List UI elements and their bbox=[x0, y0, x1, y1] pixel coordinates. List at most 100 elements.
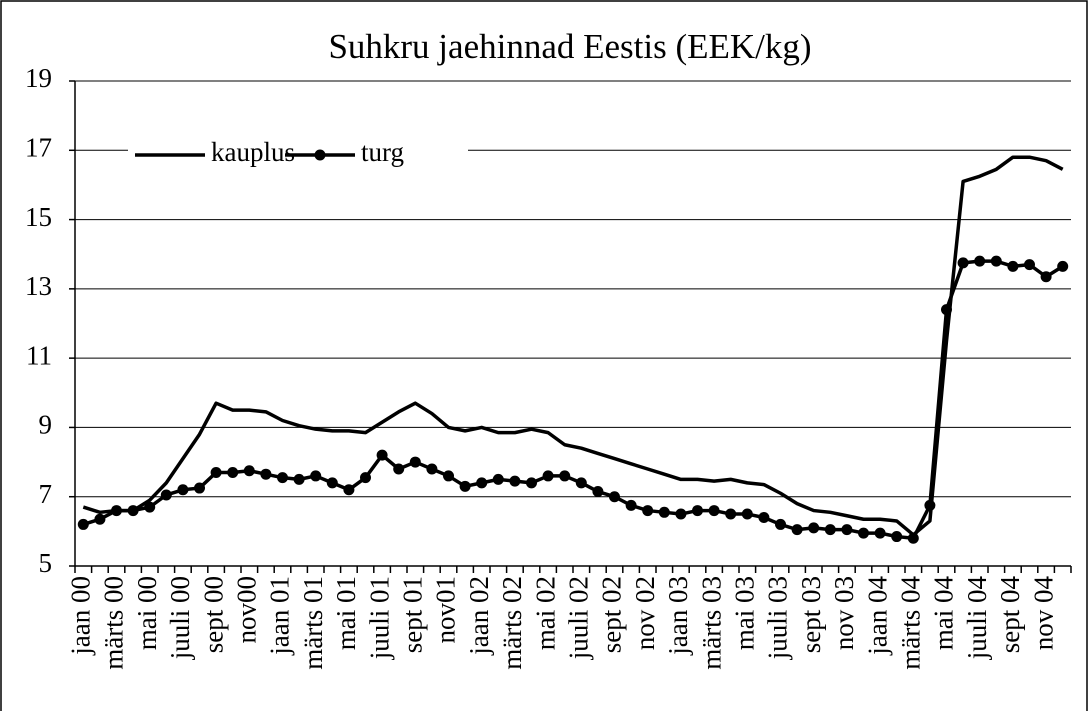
series-marker bbox=[741, 508, 753, 520]
series-marker bbox=[1057, 260, 1069, 272]
x-tick-label: märts 04 bbox=[896, 576, 926, 670]
x-tick-label: jaan 00 bbox=[66, 576, 96, 656]
series-marker bbox=[592, 486, 604, 498]
series-marker bbox=[393, 463, 405, 475]
series-marker bbox=[1024, 259, 1035, 271]
series-marker bbox=[957, 257, 969, 269]
series-marker bbox=[791, 524, 803, 536]
series-marker bbox=[725, 508, 737, 520]
series-marker bbox=[775, 518, 786, 530]
series-marker bbox=[210, 466, 222, 478]
series-marker bbox=[492, 473, 504, 485]
series-marker bbox=[343, 484, 355, 496]
series-marker bbox=[476, 477, 488, 489]
series-marker bbox=[509, 475, 521, 487]
legend-label: turg bbox=[361, 137, 404, 167]
y-tick-label: 7 bbox=[39, 479, 53, 509]
x-tick-label: mai 04 bbox=[929, 576, 959, 651]
x-tick-label: märts 02 bbox=[497, 576, 527, 670]
y-tick-label: 15 bbox=[25, 202, 52, 232]
series-marker bbox=[1040, 271, 1052, 283]
x-tick-label: jaan 03 bbox=[663, 576, 693, 656]
series-marker bbox=[990, 255, 1002, 267]
series-marker bbox=[758, 512, 770, 523]
series-marker bbox=[808, 522, 820, 534]
x-tick-label: juuli 04 bbox=[962, 576, 992, 661]
series-marker bbox=[326, 477, 338, 489]
series-marker bbox=[77, 518, 89, 530]
series-marker bbox=[907, 532, 919, 544]
x-tick-label: juuli 03 bbox=[763, 576, 793, 660]
series-marker bbox=[94, 513, 106, 525]
series-marker bbox=[144, 501, 156, 513]
x-tick-label: nov01 bbox=[431, 576, 461, 644]
series-marker bbox=[177, 484, 189, 496]
x-tick-label: sept 02 bbox=[597, 576, 627, 653]
x-tick-label: jaan 04 bbox=[862, 576, 892, 656]
x-tick-label: juuli 00 bbox=[165, 576, 195, 660]
legend-marker bbox=[314, 149, 326, 161]
x-tick-label: märts 00 bbox=[99, 576, 129, 670]
x-tick-label: märts 03 bbox=[696, 576, 726, 670]
x-tick-label: mai 00 bbox=[132, 576, 162, 650]
series-marker bbox=[542, 470, 554, 482]
series-marker bbox=[426, 463, 438, 475]
series-marker bbox=[642, 505, 654, 517]
series-marker bbox=[293, 473, 305, 485]
series-marker bbox=[376, 449, 388, 461]
series-marker bbox=[526, 477, 537, 489]
legend-label: kauplus bbox=[211, 137, 295, 167]
series-marker bbox=[924, 499, 936, 511]
y-tick-label: 19 bbox=[25, 63, 52, 93]
series-marker bbox=[824, 524, 836, 536]
series-marker bbox=[658, 506, 670, 518]
x-tick-label: sept 03 bbox=[796, 576, 826, 653]
x-tick-label: mai 02 bbox=[530, 576, 560, 650]
y-tick-label: 13 bbox=[25, 271, 52, 301]
x-tick-label: mai 01 bbox=[331, 576, 361, 650]
series-marker bbox=[194, 482, 205, 494]
series-line bbox=[82, 155, 1064, 537]
x-tick-label: nov 02 bbox=[630, 576, 660, 650]
legend-background bbox=[128, 128, 468, 178]
series-marker bbox=[459, 480, 471, 492]
series-marker bbox=[360, 472, 371, 484]
series-marker bbox=[310, 470, 322, 482]
x-tick-label: sept 00 bbox=[198, 576, 228, 653]
series-marker bbox=[277, 472, 288, 484]
series-marker bbox=[675, 508, 687, 520]
x-tick-label: jaan 02 bbox=[464, 576, 494, 656]
series-marker bbox=[575, 477, 587, 489]
series-marker bbox=[160, 489, 172, 501]
series-marker bbox=[409, 456, 421, 468]
y-tick-label: 5 bbox=[39, 548, 53, 578]
x-tick-label: sept 04 bbox=[995, 576, 1025, 654]
series-marker bbox=[692, 505, 703, 517]
x-tick-label: juuli 02 bbox=[564, 576, 594, 660]
series-marker bbox=[609, 491, 620, 503]
x-tick-label: jaan 01 bbox=[265, 576, 295, 656]
series-marker bbox=[891, 531, 903, 543]
series-marker bbox=[858, 527, 869, 539]
series-marker bbox=[841, 524, 853, 536]
x-tick-label: mai 03 bbox=[730, 576, 760, 650]
series-marker bbox=[227, 466, 239, 478]
y-tick-label: 17 bbox=[25, 132, 52, 162]
x-tick-label: nov 03 bbox=[829, 576, 859, 650]
series-marker bbox=[874, 527, 886, 539]
x-tick-label: märts 01 bbox=[298, 576, 328, 670]
x-tick-label: nov00 bbox=[232, 576, 262, 644]
series-marker bbox=[243, 465, 255, 477]
x-tick-label: nov 04 bbox=[1028, 576, 1058, 651]
series-marker bbox=[708, 505, 720, 517]
series-marker bbox=[974, 255, 986, 267]
series-marker bbox=[559, 470, 571, 482]
series-marker bbox=[625, 499, 637, 511]
x-tick-label: juuli 01 bbox=[364, 576, 394, 660]
series-marker bbox=[443, 470, 454, 482]
series-marker bbox=[1007, 260, 1019, 272]
chart-title: Suhkru jaehinnad Eestis (EEK/kg) bbox=[328, 27, 811, 66]
x-tick-label: sept 01 bbox=[398, 576, 428, 653]
